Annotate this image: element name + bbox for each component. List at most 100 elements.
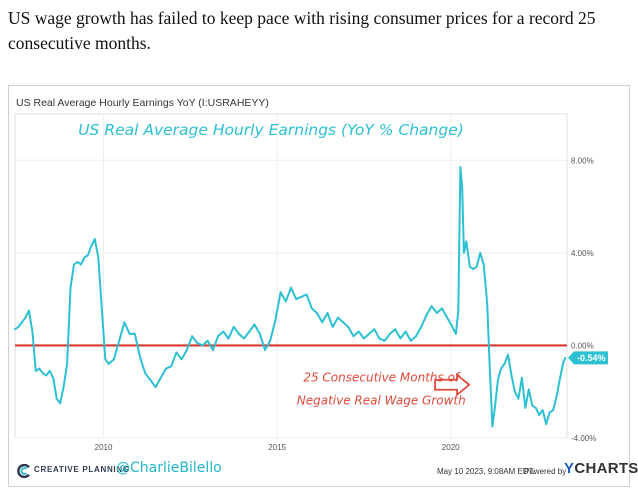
data-point — [378, 337, 381, 340]
data-point — [491, 425, 494, 428]
data-point — [331, 326, 334, 328]
data-point — [52, 376, 55, 379]
data-point — [472, 268, 475, 270]
data-point — [93, 238, 96, 240]
data-point — [128, 333, 131, 335]
data-point — [468, 265, 471, 268]
data-point — [34, 370, 37, 372]
chart-inner-title: US Real Average Hourly Earnings (YoY % C… — [78, 121, 464, 139]
data-point — [83, 256, 86, 259]
data-point — [48, 370, 51, 372]
data-point — [80, 263, 82, 266]
data-point — [562, 360, 565, 363]
data-point — [337, 316, 339, 319]
data-point — [238, 333, 240, 335]
data-point — [507, 353, 509, 356]
data-point — [559, 376, 561, 379]
x-tick-label: 2020 — [442, 443, 460, 452]
data-point — [212, 349, 214, 351]
data-point — [552, 409, 554, 412]
data-point — [430, 305, 433, 307]
data-point — [534, 407, 537, 409]
data-point — [455, 333, 457, 335]
data-point — [123, 321, 126, 324]
last-value-badge-shape — [568, 351, 608, 365]
data-point — [404, 330, 407, 333]
data-point — [170, 365, 173, 368]
data-point — [357, 330, 360, 333]
data-point — [196, 342, 199, 344]
data-point — [310, 307, 313, 310]
data-point — [206, 339, 209, 342]
data-point — [457, 309, 460, 312]
data-point — [389, 333, 391, 335]
data-point — [321, 321, 324, 324]
data-point — [425, 314, 428, 317]
data-point — [284, 300, 287, 303]
article-headline: US wage growth has failed to keep pace w… — [8, 8, 596, 53]
data-point — [564, 357, 567, 359]
data-point — [28, 309, 30, 312]
x-tick-label: 2015 — [268, 443, 286, 452]
data-point — [342, 321, 344, 324]
data-point — [517, 397, 520, 400]
last-value-badge: -0.54% — [568, 351, 608, 365]
data-point — [514, 390, 516, 393]
data-point — [527, 388, 530, 391]
data-point — [45, 374, 48, 377]
data-point — [279, 291, 282, 294]
data-point — [154, 386, 157, 388]
last-value-label: -0.54% — [577, 353, 606, 363]
creative-planning-logo-icon — [17, 464, 30, 478]
data-point — [394, 328, 397, 331]
data-point — [538, 414, 541, 416]
y-tick-label: 8.00% — [571, 156, 594, 165]
data-point — [232, 326, 235, 328]
data-point — [227, 337, 230, 340]
data-point — [90, 245, 93, 247]
data-point — [97, 256, 100, 259]
data-point — [479, 252, 482, 254]
data-point — [175, 351, 178, 354]
data-point — [264, 349, 266, 351]
data-point — [274, 319, 277, 321]
author-handle[interactable]: @CharlieBilello — [116, 460, 222, 476]
data-point — [461, 187, 464, 189]
data-point — [107, 363, 110, 365]
data-point — [420, 326, 423, 328]
chart-footer: CREATIVE PLANNING @CharlieBilello May 10… — [9, 458, 638, 484]
data-point — [368, 333, 370, 335]
data-point — [144, 372, 147, 375]
data-point — [118, 339, 121, 342]
data-point — [165, 367, 167, 370]
y-tick-label: 4.00% — [571, 249, 594, 258]
data-point — [463, 252, 465, 254]
data-point — [510, 374, 513, 377]
data-point — [300, 295, 303, 298]
data-point — [363, 337, 365, 340]
data-point — [446, 316, 449, 319]
data-point — [113, 358, 115, 361]
annotation-line-2: Negative Real Wage Growth — [297, 393, 466, 407]
series-line — [14, 166, 567, 428]
data-point — [441, 307, 443, 310]
annotation-line-1: 25 Consecutive Months of — [303, 370, 461, 384]
data-point — [201, 344, 204, 347]
y-tick-label: 0.00% — [571, 341, 594, 350]
data-point — [21, 321, 23, 324]
data-point — [180, 358, 183, 361]
ycharts-logo[interactable]: YCHARTS — [564, 460, 638, 477]
data-point — [488, 363, 491, 365]
annotation-arrow-icon — [434, 372, 471, 397]
data-point — [415, 335, 417, 338]
data-point — [347, 326, 350, 328]
brand-name: CREATIVE PLANNING — [34, 465, 130, 474]
data-point — [269, 339, 272, 342]
data-point — [409, 339, 412, 342]
data-point — [41, 372, 44, 375]
data-point — [17, 326, 20, 328]
data-point — [494, 404, 496, 407]
data-point — [545, 423, 548, 425]
data-point — [475, 265, 478, 268]
data-point — [73, 263, 75, 266]
